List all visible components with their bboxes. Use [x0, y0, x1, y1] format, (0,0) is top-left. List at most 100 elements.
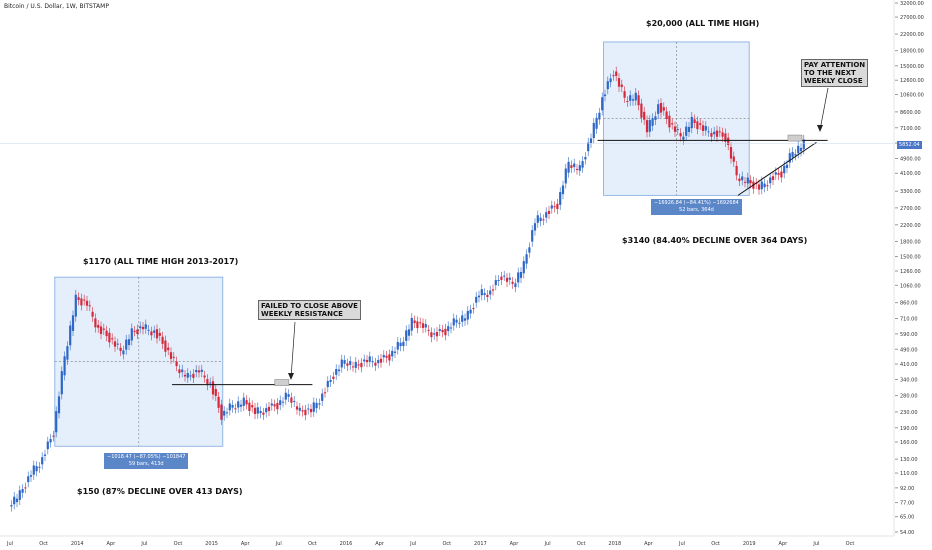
candle-body: [620, 84, 623, 88]
candle-body: [388, 354, 391, 361]
candle-body: [377, 359, 380, 364]
candle-body: [29, 475, 33, 477]
candle-body: [349, 361, 352, 365]
candle-body: [741, 176, 744, 181]
y-tick-label: 92.00: [900, 486, 914, 492]
candle-body: [116, 343, 119, 345]
candle-body: [192, 373, 195, 378]
candle-body: [690, 116, 693, 129]
y-tick-label: 280.00: [900, 394, 918, 400]
candle-body: [209, 382, 212, 384]
candle-body: [32, 465, 35, 475]
x-tick-label: Oct: [39, 541, 48, 547]
candle-body: [10, 505, 13, 507]
drawn-lines: [0, 87, 894, 386]
candles: [10, 66, 805, 512]
y-tick-label: 490.00: [900, 347, 918, 353]
candle-body: [704, 126, 707, 131]
candle-body: [161, 336, 164, 344]
candle-body: [18, 490, 21, 500]
candle-body: [136, 329, 139, 334]
y-tick-label: 130.00: [900, 457, 918, 463]
candle-body: [797, 145, 800, 154]
candle-body: [455, 319, 458, 323]
candle-body: [707, 131, 710, 133]
candle-body: [559, 192, 562, 205]
candle-body: [262, 412, 265, 415]
candle-body: [357, 364, 360, 366]
axis-ticks: 32000.00 27000.00 22000.00 18000.00 15000.00…: [6, 1, 924, 547]
candle-body: [88, 305, 91, 307]
candle-body: [239, 404, 243, 407]
candle-body: [21, 489, 24, 493]
candle-body: [637, 95, 640, 106]
candle-body: [335, 369, 338, 375]
candle-body: [769, 177, 772, 184]
candle-body: [685, 126, 688, 136]
candle-body: [640, 103, 643, 118]
x-tick-label: Apr: [241, 541, 251, 547]
candle-body: [368, 356, 371, 362]
candle-body: [539, 217, 542, 222]
candle-body: [693, 119, 696, 124]
candle-body: [603, 94, 607, 97]
candle-body: [102, 328, 105, 330]
x-tick-label: Jul: [678, 541, 685, 547]
candle-body: [396, 342, 399, 350]
candle-body: [528, 247, 531, 253]
highlight-box-2019: [787, 134, 803, 142]
y-tick-label: 54.00: [900, 530, 914, 536]
y-tick-label: 410.00: [900, 362, 918, 368]
candle-body: [15, 498, 19, 503]
annotation-ath-2013: $1170 (ALL TIME HIGH 2013-2017): [83, 257, 239, 266]
candle-body: [676, 128, 679, 130]
candle-body: [561, 185, 565, 195]
candle-body: [475, 296, 478, 303]
candle-body: [337, 369, 341, 372]
candle-body: [304, 409, 307, 416]
candle-body: [673, 126, 677, 132]
candle-body: [181, 369, 184, 373]
candle-body: [340, 359, 343, 368]
candle-body: [321, 393, 324, 401]
candle-body: [231, 405, 234, 408]
candle-body: [668, 115, 671, 128]
candle-body: [77, 297, 80, 301]
y-tick-label: 4900.00: [900, 156, 921, 162]
candle-body: [217, 396, 220, 408]
annotation-decline-2015: $150 (87% DECLINE OVER 413 DAYS): [77, 487, 243, 496]
x-tick-label: Jul: [544, 541, 551, 547]
y-tick-label: 160.00: [900, 440, 918, 446]
x-tick-label: Jul: [812, 541, 819, 547]
candle-body: [200, 369, 203, 372]
candle-body: [746, 177, 749, 184]
y-tick-label: 22000.00: [900, 32, 924, 38]
x-tick-label: Apr: [106, 541, 116, 547]
candle-body: [99, 326, 103, 334]
candle-body: [113, 341, 117, 347]
candle-body: [623, 91, 626, 98]
candle-body: [312, 402, 315, 412]
candle-body: [63, 356, 66, 376]
candle-body: [500, 276, 503, 280]
x-tick-label: Jul: [140, 541, 147, 547]
candle-body: [519, 271, 523, 278]
candle-body: [71, 315, 75, 331]
candle-body: [575, 168, 579, 170]
range-stats-2014-bars: 59 bars, 413d: [128, 461, 164, 467]
candle-body: [679, 133, 682, 137]
candle-body: [780, 171, 783, 178]
candle-body: [141, 326, 145, 330]
candle-body: [214, 389, 217, 396]
annotation-ath-2017: $20,000 (ALL TIME HIGH): [646, 19, 760, 28]
candle-body: [595, 117, 598, 129]
candle-body: [74, 294, 77, 317]
candle-body: [486, 294, 489, 298]
candle-body: [382, 355, 385, 358]
candle-body: [407, 329, 411, 336]
candle-body: [158, 332, 161, 336]
candle-body: [617, 78, 621, 87]
candle-body: [49, 438, 52, 443]
x-tick-label: 2017: [474, 541, 487, 547]
